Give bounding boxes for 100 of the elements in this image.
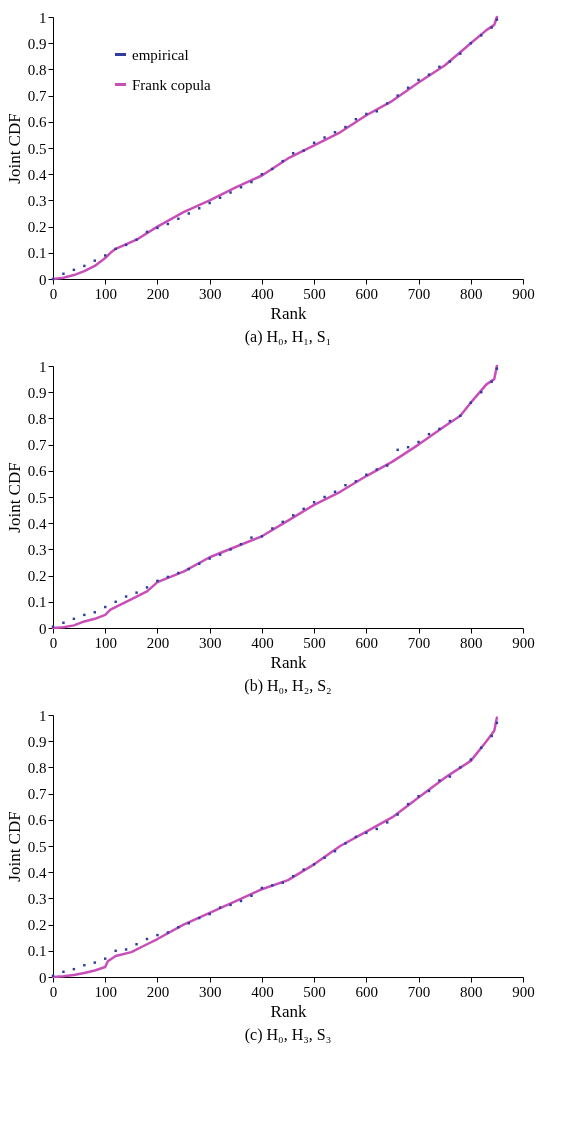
y-tick-label: 0.2	[27, 568, 47, 585]
x-tick-label: 700	[407, 983, 431, 1000]
y-tick-label: 0.8	[27, 410, 47, 427]
x-tick-label: 900	[512, 285, 535, 302]
text: (a) H₀, H₁, S₁	[244, 328, 332, 346]
point	[218, 906, 222, 909]
y-tick-label: 0	[39, 271, 47, 288]
legend-label: Frank copula	[132, 76, 212, 93]
point	[333, 131, 337, 134]
text: (b) H₀, H₂, S₂	[244, 677, 332, 695]
point	[93, 259, 96, 262]
y-tick-label: 0.7	[27, 437, 47, 454]
point	[459, 52, 462, 55]
point	[62, 272, 65, 275]
point	[114, 949, 117, 953]
point	[281, 881, 284, 884]
point	[208, 201, 211, 205]
point	[375, 110, 378, 113]
x-tick-label: 700	[407, 634, 431, 651]
x-tick-label: 200	[146, 634, 170, 651]
x-tick-label: 400	[251, 285, 274, 302]
x-tick-label: 600	[355, 983, 379, 1000]
x-tick-label: 100	[94, 285, 117, 302]
point	[365, 112, 368, 116]
point	[302, 149, 305, 152]
y-tick-label: 0.3	[27, 541, 47, 558]
point	[312, 863, 316, 866]
point	[459, 766, 462, 769]
point	[375, 468, 378, 471]
point	[490, 380, 493, 383]
point	[177, 926, 180, 929]
x-tick-label: 800	[460, 634, 483, 651]
y-tick-label: 0.1	[27, 943, 47, 960]
point	[365, 831, 368, 835]
point	[448, 775, 452, 778]
point	[83, 613, 86, 617]
point	[229, 548, 232, 551]
y-tick-label: 0.5	[27, 140, 47, 157]
y-tick-label: 0.2	[27, 219, 47, 236]
y-tick-label: 0.9	[27, 733, 47, 750]
x-tick-label: 800	[460, 285, 483, 302]
y-tick-label: 0.1	[27, 594, 47, 611]
y-tick-label: 0.4	[27, 515, 47, 532]
y-tick-label: 1	[39, 358, 47, 375]
point	[302, 507, 305, 511]
text: (c) H₀, H₃, S₃	[244, 1026, 332, 1044]
point	[323, 856, 326, 860]
y-tick-label: 1	[39, 9, 47, 26]
point	[271, 527, 274, 530]
y-tick-label: 0.5	[27, 489, 47, 506]
point	[135, 591, 138, 594]
point	[396, 813, 399, 816]
point	[386, 464, 389, 467]
point	[229, 191, 232, 194]
point	[250, 536, 253, 539]
x-tick-label: 900	[512, 634, 535, 651]
x-tick-label: 300	[198, 983, 222, 1000]
x-axis-title: Rank	[270, 303, 307, 323]
point	[229, 903, 232, 907]
x-tick-label: 800	[460, 983, 483, 1000]
point	[344, 842, 347, 845]
point	[83, 963, 86, 967]
point	[417, 795, 420, 798]
legend-label: empirical	[132, 46, 189, 63]
point	[386, 102, 389, 105]
y-tick-label: 0.2	[27, 917, 47, 934]
x-tick-label: 700	[407, 285, 431, 302]
x-tick-label: 200	[146, 983, 170, 1000]
x-tick-label: 900	[512, 983, 535, 1000]
point	[114, 247, 117, 251]
point	[177, 571, 180, 575]
y-tick-label: 0	[39, 620, 47, 637]
point	[469, 758, 472, 761]
x-tick-label: 500	[303, 285, 326, 302]
point	[62, 970, 65, 973]
point	[427, 73, 431, 76]
point	[495, 18, 499, 21]
point	[104, 957, 107, 960]
point	[187, 212, 190, 215]
y-tick-label: 0.8	[27, 759, 47, 776]
y-axis-title: Joint CDF	[4, 113, 24, 184]
point	[62, 621, 65, 624]
point	[396, 448, 399, 452]
y-tick-label: 0.9	[27, 35, 47, 52]
y-tick-label: 0.4	[27, 864, 47, 881]
point	[135, 238, 138, 241]
y-tick-label: 0.6	[27, 463, 47, 480]
x-tick-label: 300	[198, 634, 222, 651]
y-tick-label: 0.8	[27, 61, 47, 78]
point	[417, 78, 420, 82]
y-tick-label: 0.6	[27, 812, 47, 829]
point	[438, 779, 441, 782]
y-tick-label: 0.7	[27, 88, 47, 105]
x-tick-label: 600	[355, 634, 379, 651]
point	[396, 94, 399, 97]
point	[135, 943, 138, 946]
point	[459, 414, 462, 417]
point	[239, 186, 243, 189]
point	[480, 34, 483, 37]
point	[124, 595, 128, 598]
